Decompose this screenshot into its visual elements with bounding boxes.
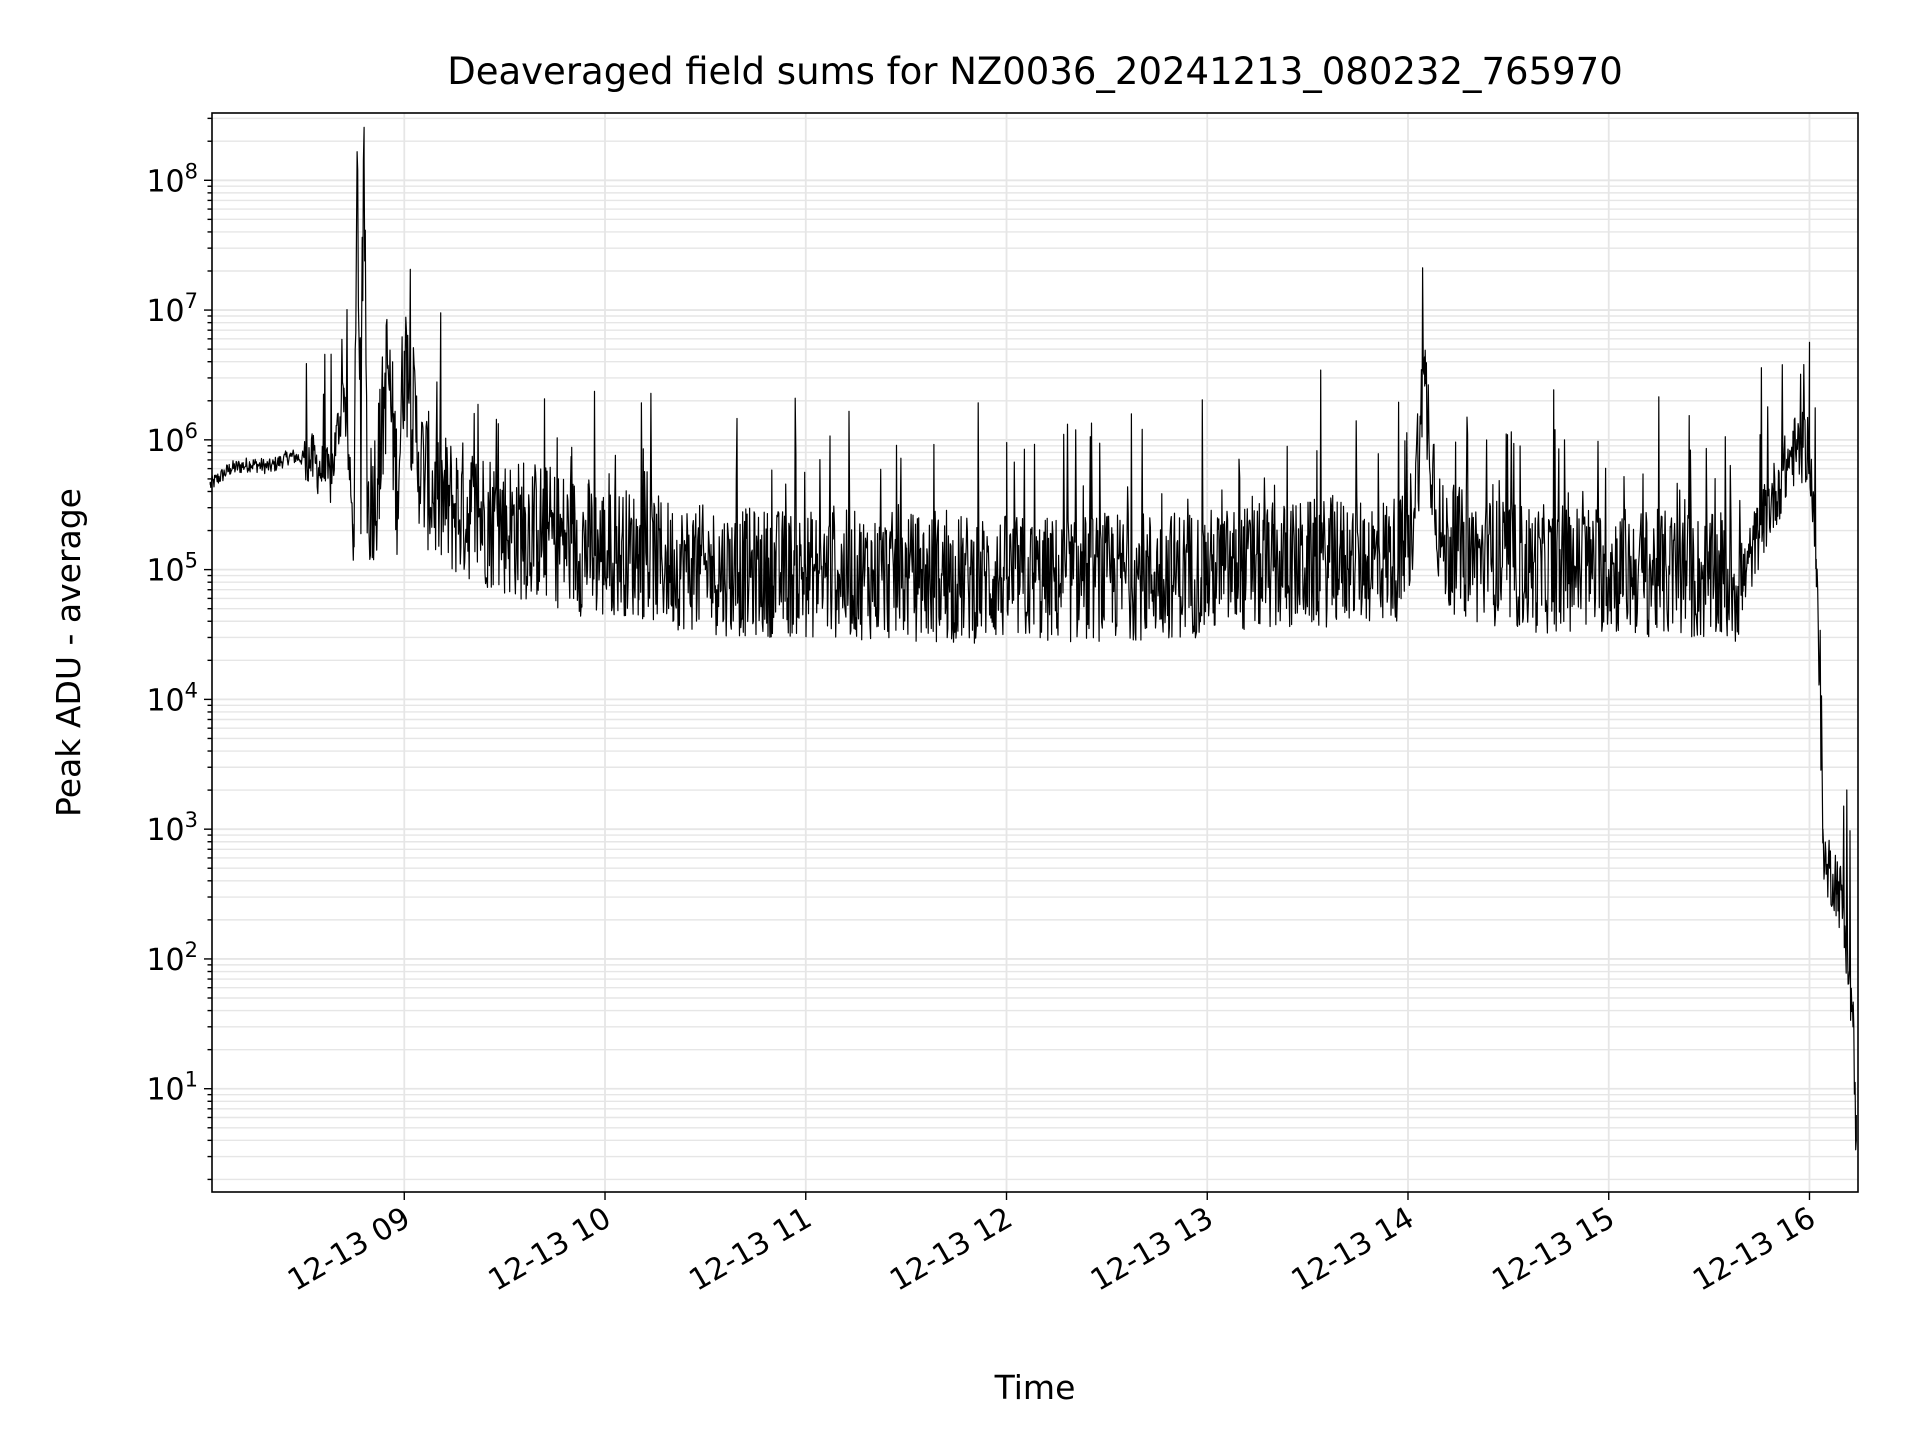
y-tick-exponent: 2 [185,938,198,962]
y-tick-label: 102 [146,938,198,978]
y-tick-label: 108 [146,159,198,199]
y-tick-exponent: 8 [185,159,198,183]
y-tick-exponent: 1 [185,1068,198,1092]
y-tick-base: 10 [146,424,184,459]
y-tick-base: 10 [146,554,184,589]
plot-frame [211,112,1859,1193]
y-tick-label: 106 [146,419,198,459]
y-tick-base: 10 [146,1073,184,1108]
y-tick-base: 10 [146,943,184,978]
y-tick-label: 104 [146,678,198,718]
y-tick-label: 101 [146,1068,198,1108]
y-tick-base: 10 [146,294,184,329]
y-tick-label: 107 [146,289,198,329]
y-tick-base: 10 [146,683,184,718]
grid [212,113,1858,1192]
y-tick-exponent: 6 [185,419,198,443]
data-layer [209,126,1857,1151]
y-tick-base: 10 [146,164,184,199]
y-tick-label: 105 [146,549,198,589]
y-tick-exponent: 4 [185,678,198,702]
y-tick-exponent: 3 [185,808,198,832]
x-axis-label: Time [994,1368,1076,1407]
y-axis-label: Peak ADU - average [49,488,88,817]
y-tick-base: 10 [146,813,184,848]
series-line [209,126,1857,1151]
y-tick-exponent: 7 [185,289,198,313]
y-tick-label: 103 [146,808,198,848]
y-tick-exponent: 5 [185,549,198,573]
chart-title: Deaveraged field sums for NZ0036_2024121… [447,50,1623,93]
